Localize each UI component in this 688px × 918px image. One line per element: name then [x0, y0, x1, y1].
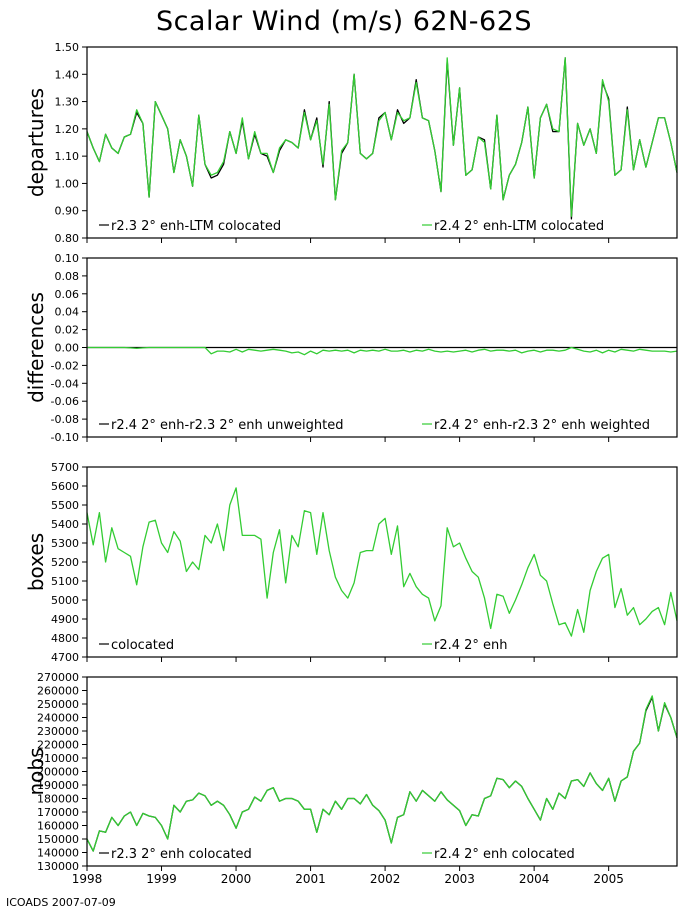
y-tick-label: -0.08: [51, 413, 79, 426]
y-tick-label: 0.00: [55, 342, 80, 355]
y-axis-label: boxes: [24, 533, 48, 591]
y-tick-label: 180000: [37, 793, 79, 806]
x-tick-label: 2003: [444, 872, 475, 886]
y-tick-label: -0.04: [51, 377, 79, 390]
y-tick-label: 0.10: [55, 252, 80, 265]
y-tick-label: 0.02: [55, 324, 80, 337]
y-tick-label: 5300: [51, 537, 79, 550]
series-line: [86, 57, 678, 217]
legend-label: r2.3 2° enh colocated: [111, 847, 252, 862]
y-tick-label: -0.06: [51, 395, 79, 408]
y-tick-label: 270000: [37, 671, 79, 684]
y-tick-label: 0.04: [55, 306, 80, 319]
y-tick-label: 5500: [51, 499, 79, 512]
y-tick-label: 5400: [51, 518, 79, 531]
legend-label: colocated: [111, 638, 174, 653]
plot-frame: [86, 257, 678, 438]
y-tick-label: 4800: [51, 632, 79, 645]
x-tick-label: 2005: [593, 872, 624, 886]
x-tick-label: 1999: [146, 872, 177, 886]
y-tick-label: 0.08: [55, 270, 80, 283]
y-tick-label: 1.20: [55, 123, 80, 136]
y-tick-label: 0.06: [55, 288, 80, 301]
y-tick-label: 140000: [37, 847, 79, 860]
y-tick-label: 1.00: [55, 177, 80, 190]
y-tick-label: 0.90: [55, 205, 80, 218]
y-axis-label: differences: [24, 292, 48, 403]
y-tick-label: 0.80: [55, 232, 80, 245]
legend-label: r2.4 2° enh colocated: [434, 847, 575, 862]
y-tick-label: 130000: [37, 860, 79, 873]
x-tick-label: 2001: [295, 872, 326, 886]
legend-label: r2.4 2° enh-r2.3 2° enh weighted: [434, 418, 650, 433]
series-line: [86, 487, 678, 637]
y-axis-label: departures: [24, 88, 48, 197]
y-tick-label: 250000: [37, 698, 79, 711]
y-tick-label: 5600: [51, 480, 79, 493]
x-tick-label: 2002: [370, 872, 401, 886]
plot-frame: [86, 676, 678, 867]
y-tick-label: 1.10: [55, 150, 80, 163]
y-tick-label: 5200: [51, 556, 79, 569]
y-tick-label: 220000: [37, 739, 79, 752]
legend-label: r2.4 2° enh-r2.3 2° enh unweighted: [111, 418, 343, 433]
y-tick-label: 230000: [37, 725, 79, 738]
x-tick-label: 2000: [221, 872, 252, 886]
series-line: [87, 346, 678, 356]
y-tick-label: 150000: [37, 833, 79, 846]
y-tick-label: 200000: [37, 766, 79, 779]
y-tick-label: 5700: [51, 461, 79, 474]
y-tick-label: 4700: [51, 651, 79, 664]
x-tick-label: 1998: [72, 872, 103, 886]
y-tick-label: 260000: [37, 685, 79, 698]
y-tick-label: 4900: [51, 613, 79, 626]
y-tick-label: -0.02: [51, 359, 79, 372]
y-tick-label: 170000: [37, 806, 79, 819]
y-tick-label: 190000: [37, 779, 79, 792]
plot-frame: [86, 46, 678, 239]
y-tick-label: 210000: [37, 752, 79, 765]
legend-label: r2.3 2° enh-LTM colocated: [111, 219, 281, 234]
y-tick-label: 1.50: [55, 41, 80, 54]
x-tick-label: 2004: [519, 872, 550, 886]
y-tick-label: -0.10: [51, 431, 79, 444]
y-tick-label: 160000: [37, 820, 79, 833]
footer-stamp: ICOADS 2007-07-09: [6, 896, 116, 909]
legend-label: r2.4 2° enh: [434, 638, 508, 653]
chart-title: Scalar Wind (m/s) 62N-62S: [155, 6, 533, 37]
legend-label: r2.4 2° enh-LTM colocated: [434, 219, 604, 234]
y-axis-label: nobs: [24, 747, 48, 795]
series-line: [86, 696, 678, 852]
y-tick-label: 5100: [51, 575, 79, 588]
y-tick-label: 1.30: [55, 96, 80, 109]
y-tick-label: 240000: [37, 712, 79, 725]
y-tick-label: 1.40: [55, 68, 80, 81]
series-line: [86, 695, 678, 852]
series-line: [86, 57, 678, 220]
plot-frame: [86, 466, 678, 658]
y-tick-label: 5000: [51, 594, 79, 607]
